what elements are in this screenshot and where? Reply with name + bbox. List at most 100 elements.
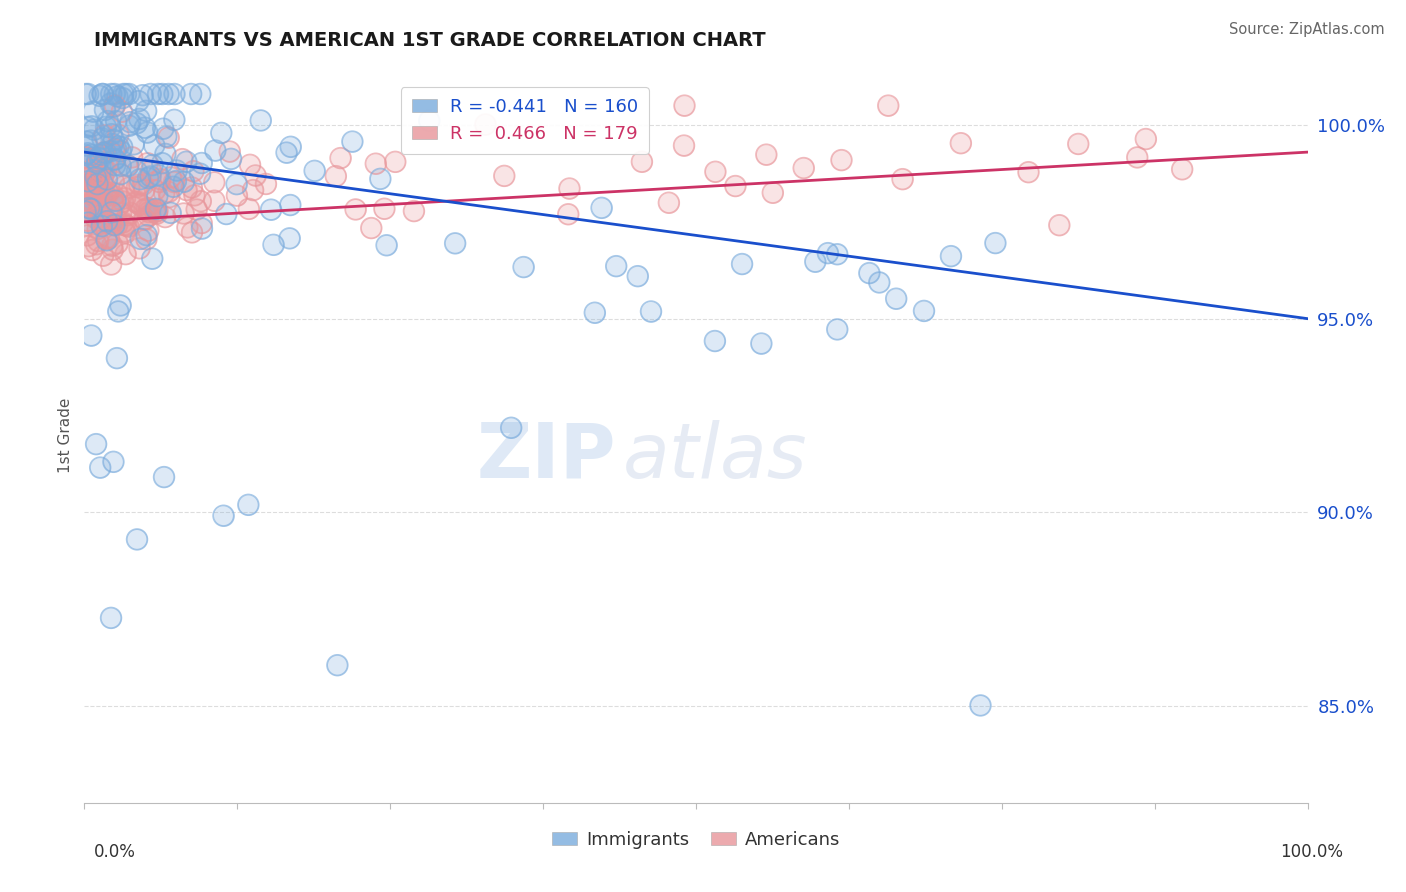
Point: [100, 145, 122, 159]
Point: [134, 183, 156, 197]
Point: [90, 213, 112, 227]
Point: [89, 88, 111, 103]
Point: [118, 87, 141, 101]
Point: [731, 257, 754, 271]
Point: [155, 129, 177, 144]
Point: [183, 164, 205, 178]
Point: [150, 156, 173, 170]
Point: [93, 128, 115, 143]
Point: [93, 145, 115, 160]
Point: [173, 206, 195, 220]
Point: [263, 237, 285, 252]
Point: [125, 116, 148, 130]
Point: [278, 231, 301, 245]
Point: [135, 228, 157, 243]
Point: [884, 292, 907, 306]
Point: [110, 206, 132, 220]
Point: [162, 179, 184, 194]
Point: [103, 194, 125, 208]
Point: [87, 190, 110, 204]
Point: [969, 698, 991, 713]
Point: [83, 176, 105, 190]
Point: [329, 151, 352, 165]
Point: [75, 204, 97, 219]
Point: [75, 219, 97, 233]
Point: [135, 202, 157, 216]
Point: [868, 276, 890, 290]
Point: [605, 259, 627, 273]
Point: [114, 224, 136, 238]
Point: [84, 187, 107, 202]
Point: [188, 87, 211, 101]
Point: [105, 89, 128, 103]
Point: [94, 145, 117, 160]
Point: [84, 237, 107, 252]
Point: [138, 224, 160, 238]
Point: [75, 204, 97, 219]
Point: [105, 351, 128, 366]
Point: [969, 698, 991, 713]
Point: [108, 198, 131, 212]
Point: [101, 217, 124, 231]
Point: [83, 161, 105, 176]
Point: [107, 128, 129, 142]
Point: [640, 304, 662, 318]
Point: [135, 228, 157, 243]
Point: [94, 231, 117, 245]
Point: [148, 168, 170, 182]
Point: [82, 243, 104, 257]
Point: [278, 198, 301, 212]
Point: [202, 194, 225, 208]
Point: [104, 142, 127, 156]
Point: [101, 238, 124, 252]
Point: [82, 172, 104, 186]
Point: [105, 114, 128, 128]
Point: [793, 161, 815, 175]
Point: [75, 150, 97, 164]
Point: [157, 190, 180, 204]
Point: [80, 120, 103, 134]
Point: [87, 205, 110, 219]
Point: [82, 172, 104, 186]
Text: atlas: atlas: [623, 420, 807, 494]
Point: [104, 87, 127, 101]
Point: [93, 161, 115, 176]
Point: [129, 172, 152, 186]
Point: [583, 306, 606, 320]
Point: [627, 269, 650, 284]
Point: [190, 216, 212, 230]
Point: [112, 215, 135, 229]
Point: [84, 187, 107, 202]
Point: [263, 237, 285, 252]
Point: [104, 194, 127, 208]
Point: [276, 145, 298, 160]
Point: [204, 144, 226, 158]
Point: [76, 174, 98, 188]
Point: [94, 120, 117, 134]
Point: [76, 178, 98, 193]
Point: [94, 231, 117, 245]
Point: [75, 200, 97, 214]
Point: [101, 217, 124, 231]
Point: [120, 115, 142, 129]
Point: [1047, 218, 1070, 232]
Point: [75, 150, 97, 164]
Point: [110, 298, 132, 312]
Point: [111, 194, 134, 209]
Point: [82, 175, 104, 189]
Point: [225, 177, 247, 191]
Point: [111, 104, 134, 119]
Point: [94, 103, 117, 117]
Point: [83, 197, 105, 211]
Point: [155, 129, 177, 144]
Point: [131, 88, 153, 103]
Point: [817, 246, 839, 260]
Point: [107, 304, 129, 318]
Point: [77, 216, 100, 230]
Point: [558, 181, 581, 195]
Point: [91, 87, 114, 101]
Point: [152, 121, 174, 136]
Point: [86, 222, 108, 236]
Point: [76, 178, 98, 193]
Point: [557, 207, 579, 221]
